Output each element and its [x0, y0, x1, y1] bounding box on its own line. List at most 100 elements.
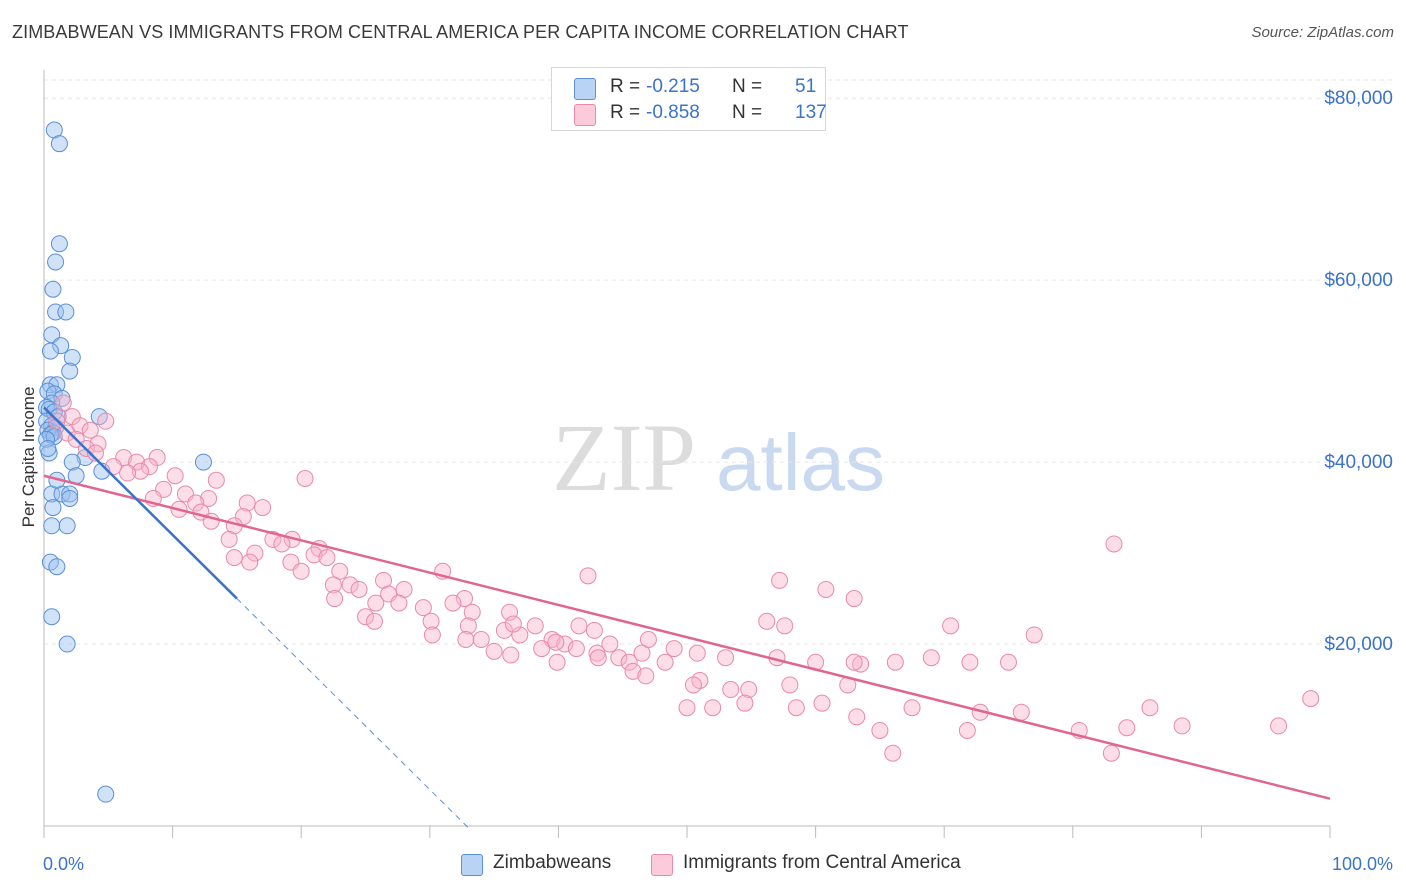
data-point-central-america [813, 694, 831, 712]
data-point-central-america [526, 617, 544, 635]
data-point-central-america [678, 699, 696, 717]
data-point-central-america [717, 649, 735, 667]
data-point-central-america [357, 608, 374, 626]
data-point-central-america [292, 562, 310, 580]
data-point-central-america [238, 494, 256, 512]
data-point-central-america [620, 653, 638, 671]
data-point-central-america [350, 580, 368, 598]
data-point-central-america [601, 635, 619, 653]
y-tick-label: $80,000 [1324, 88, 1393, 109]
data-point-central-america [81, 421, 99, 439]
data-point-central-america [722, 681, 740, 699]
data-point-central-america [1012, 703, 1030, 721]
data-point-central-america [1025, 626, 1043, 644]
data-point-central-america [422, 612, 440, 630]
data-point-central-america [787, 699, 805, 717]
watermark-zip: ZIP [552, 404, 696, 511]
data-point-zimbabweans [63, 453, 81, 471]
y-tick-label: $20,000 [1324, 634, 1393, 655]
data-point-central-america [207, 471, 225, 489]
data-point-central-america [367, 594, 385, 612]
data-point-central-america [504, 615, 522, 633]
y-tick-label: $60,000 [1324, 270, 1393, 291]
data-point-zimbabweans [61, 489, 79, 507]
data-point-central-america [585, 621, 603, 639]
data-point-central-america [570, 617, 588, 635]
bottom-legend-swatch-pink [651, 854, 673, 876]
data-point-central-america [610, 649, 628, 667]
data-point-central-america [423, 626, 441, 644]
data-point-central-america [331, 562, 349, 580]
data-point-central-america [187, 494, 205, 512]
x-tick-label-left: 0.0% [43, 854, 84, 874]
axes: $20,000 $40,000 $60,000 $80,000 [43, 70, 1393, 838]
legend-n-value: 51 [795, 76, 817, 97]
data-point-central-america [296, 469, 314, 487]
data-point-zimbabweans [39, 439, 57, 457]
legend-swatch-blue [574, 78, 596, 100]
data-point-central-america [305, 546, 323, 564]
series-zimbabweans [38, 121, 212, 803]
data-point-central-america [273, 535, 291, 553]
data-point-central-america [845, 590, 863, 608]
legend-r-value: -0.215 [646, 76, 700, 97]
trend-line-central-america [43, 474, 1331, 800]
data-point-central-america [241, 553, 259, 571]
data-point-central-america [414, 599, 432, 617]
data-point-central-america [958, 721, 976, 739]
data-point-central-america [326, 590, 344, 608]
data-point-zimbabweans [58, 635, 76, 653]
data-point-central-america [131, 462, 149, 480]
data-point-central-america [848, 708, 866, 726]
data-point-central-america [656, 653, 674, 671]
data-point-central-america [225, 549, 243, 567]
data-point-zimbabweans [38, 430, 56, 448]
data-point-central-america [845, 653, 863, 671]
data-point-central-america [128, 453, 146, 471]
legend-n-label: N = [732, 76, 763, 97]
data-point-zimbabweans [43, 517, 61, 535]
data-point-zimbabweans [52, 337, 70, 355]
data-point-central-america [579, 567, 597, 585]
legend-r-label: R = [610, 76, 641, 97]
data-point-central-america [871, 721, 889, 739]
data-point-central-america [533, 640, 551, 658]
legend-r-label: R = [610, 102, 641, 123]
data-point-central-america [547, 633, 565, 651]
data-point-central-america [922, 649, 940, 667]
data-point-zimbabweans [44, 280, 62, 298]
legend-n-label: N = [732, 102, 763, 123]
data-point-central-america [884, 744, 902, 762]
legend-r-value: -0.858 [646, 102, 700, 123]
data-point-zimbabweans [43, 608, 61, 626]
data-point-central-america [1105, 535, 1123, 553]
data-point-zimbabweans [97, 785, 115, 803]
data-point-central-america [852, 655, 870, 673]
data-point-central-america [758, 612, 776, 630]
legend-n-value: 137 [795, 102, 827, 123]
data-point-zimbabweans [58, 517, 76, 535]
watermark-atlas: atlas [716, 418, 885, 507]
data-point-central-america [1102, 744, 1120, 762]
data-point-central-america [246, 544, 264, 562]
data-point-central-america [54, 394, 72, 412]
correlation-legend: R = -0.215 N = 51 R = -0.858 N = 137 [551, 67, 827, 131]
y-axis-label: Per Capita Income [19, 387, 38, 528]
data-point-central-america [459, 617, 477, 635]
data-point-central-america [1141, 699, 1159, 717]
data-point-central-america [781, 676, 799, 694]
bottom-legend-label: Immigrants from Central America [683, 852, 961, 873]
data-point-central-america [86, 444, 104, 462]
data-point-zimbabweans [48, 558, 66, 576]
data-point-central-america [485, 642, 503, 660]
data-point-central-america [166, 467, 184, 485]
data-point-zimbabweans [194, 453, 212, 471]
data-point-central-america [736, 694, 754, 712]
data-point-central-america [495, 621, 513, 639]
trend-line-zimbabweans [43, 406, 238, 600]
data-point-central-america [366, 612, 384, 630]
data-point-central-america [254, 499, 272, 517]
data-point-central-america [463, 603, 481, 621]
data-point-central-america [472, 631, 490, 648]
